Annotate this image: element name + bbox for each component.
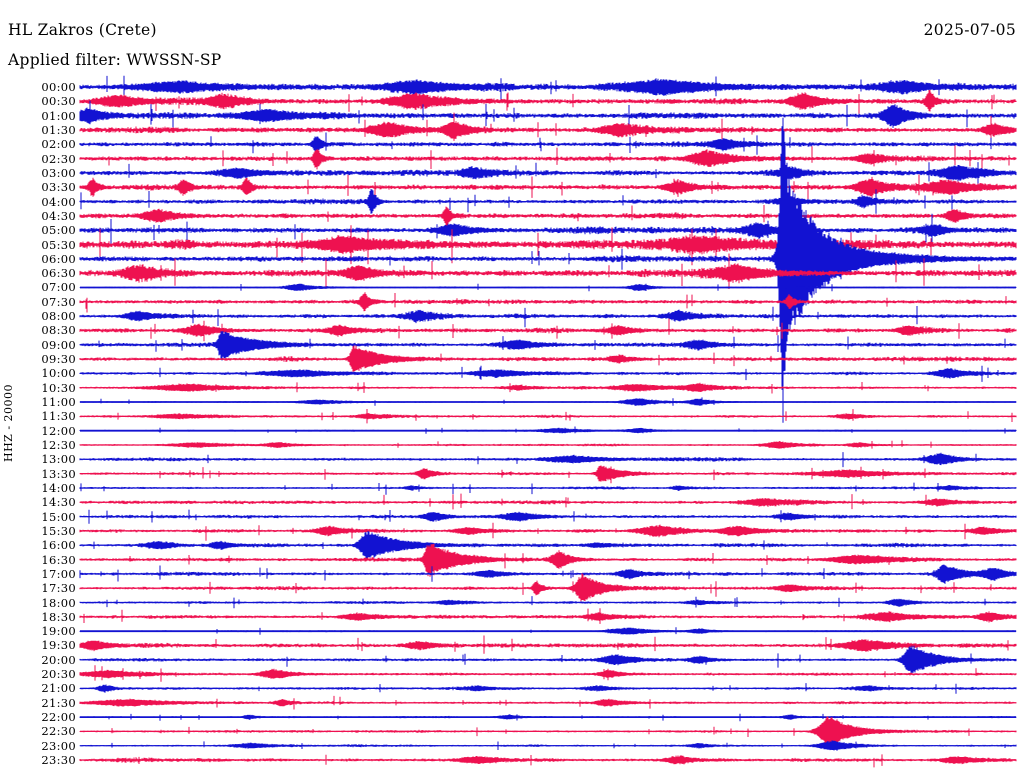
row-time-label: 08:30 xyxy=(41,323,76,337)
trace-row-1530 xyxy=(79,522,1017,541)
trace-row-1830 xyxy=(79,608,1017,624)
row-time-label: 23:30 xyxy=(41,753,76,767)
row-time-label: 19:30 xyxy=(41,638,76,652)
trace-row-0300 xyxy=(79,162,1017,185)
row-time-label: 17:00 xyxy=(41,567,76,581)
row-time-label: 14:00 xyxy=(41,481,76,495)
row-time-label: 02:30 xyxy=(41,152,76,166)
trace-row-1900 xyxy=(79,627,1017,635)
trace-row-1000 xyxy=(79,365,1017,382)
row-time-label: 06:30 xyxy=(41,266,76,280)
row-time-label: 02:00 xyxy=(41,137,76,151)
trace-row-0100 xyxy=(79,100,1017,129)
trace-row-2100 xyxy=(79,683,1017,694)
trace-row-2230 xyxy=(79,716,1017,747)
trace-row-2030 xyxy=(79,665,1017,682)
trace-row-2330 xyxy=(79,754,1017,768)
station-title: HL Zakros (Crete) xyxy=(8,21,157,39)
trace-row-0800 xyxy=(79,306,1017,328)
trace-row-1800 xyxy=(79,596,1017,609)
trace-row-1130 xyxy=(79,409,1017,424)
trace-row-0000 xyxy=(79,75,1017,102)
row-time-label: 18:00 xyxy=(41,596,76,610)
trace-row-0400 xyxy=(79,189,1017,214)
row-time-label: 09:30 xyxy=(41,352,76,366)
row-time-label: 09:00 xyxy=(41,338,76,352)
row-time-label: 13:30 xyxy=(41,467,76,481)
trace-row-0130 xyxy=(79,112,1017,141)
trace-row-0330 xyxy=(79,174,1017,205)
trace-row-1400 xyxy=(79,482,1017,495)
row-time-label: 23:00 xyxy=(41,739,76,753)
row-time-label: 16:30 xyxy=(41,553,76,567)
row-time-label: 10:00 xyxy=(41,366,76,380)
trace-row-1300 xyxy=(79,452,1017,468)
row-time-label: 07:00 xyxy=(41,280,76,294)
row-time-label: 03:30 xyxy=(41,180,76,194)
trace-row-1700 xyxy=(79,564,1017,584)
trace-row-2000 xyxy=(79,645,1017,675)
row-time-label: 00:00 xyxy=(41,80,76,94)
trace-row-0030 xyxy=(79,90,1017,114)
row-time-label: 04:30 xyxy=(41,209,76,223)
applied-filter-label: Applied filter: WWSSN-SP xyxy=(8,51,222,69)
row-time-label: 01:00 xyxy=(41,109,76,123)
trace-row-0430 xyxy=(79,205,1017,227)
row-time-label: 15:30 xyxy=(41,524,76,538)
trace-row-0600 xyxy=(79,117,1017,423)
trace-row-0730 xyxy=(79,292,1017,313)
trace-row-2130 xyxy=(79,695,1017,710)
trace-row-0630 xyxy=(79,253,1017,289)
row-time-label: 22:00 xyxy=(41,710,76,724)
row-time-label: 11:00 xyxy=(41,395,76,409)
row-time-label: 12:00 xyxy=(41,424,76,438)
row-time-label: 03:00 xyxy=(41,166,76,180)
trace-row-1430 xyxy=(79,493,1017,510)
trace-row-1600 xyxy=(79,531,1017,560)
date-label: 2025-07-05 xyxy=(923,21,1016,39)
trace-row-0830 xyxy=(79,318,1017,342)
trace-row-1230 xyxy=(79,440,1017,449)
trace-row-0700 xyxy=(79,283,1017,292)
trace-row-1630 xyxy=(79,543,1017,577)
row-time-label: 04:00 xyxy=(41,195,76,209)
row-time-label: 05:30 xyxy=(41,238,76,252)
trace-row-1500 xyxy=(79,509,1017,524)
trace-row-1100 xyxy=(79,397,1017,406)
row-time-label: 21:00 xyxy=(41,681,76,695)
row-time-label: 12:30 xyxy=(41,438,76,452)
row-time-label: 17:30 xyxy=(41,581,76,595)
row-time-label: 00:30 xyxy=(41,94,76,108)
row-time-label: 07:30 xyxy=(41,295,76,309)
row-time-label: 10:30 xyxy=(41,381,76,395)
trace-row-1730 xyxy=(79,573,1017,602)
trace-row-2300 xyxy=(79,740,1017,751)
trace-row-1030 xyxy=(79,382,1017,394)
row-time-label: 19:00 xyxy=(41,624,76,638)
row-time-label: 20:30 xyxy=(41,667,76,681)
row-time-label: 15:00 xyxy=(41,510,76,524)
row-time-label: 05:00 xyxy=(41,223,76,237)
row-time-label: 11:30 xyxy=(41,409,76,423)
row-time-label: 16:00 xyxy=(41,538,76,552)
row-time-label: 14:30 xyxy=(41,495,76,509)
trace-row-2200 xyxy=(79,713,1017,722)
trace-row-1200 xyxy=(79,426,1017,434)
trace-row-0930 xyxy=(79,345,1017,372)
trace-row-0900 xyxy=(79,331,1017,361)
trace-row-0200 xyxy=(79,132,1017,155)
trace-row-1330 xyxy=(79,465,1017,484)
row-time-label: 22:30 xyxy=(41,724,76,738)
row-time-label: 01:30 xyxy=(41,123,76,137)
row-time-label: 21:30 xyxy=(41,696,76,710)
row-time-label: 20:00 xyxy=(41,653,76,667)
row-time-label: 18:30 xyxy=(41,610,76,624)
row-time-label: 13:00 xyxy=(41,452,76,466)
trace-row-0230 xyxy=(79,145,1017,170)
trace-row-1930 xyxy=(79,635,1017,654)
row-time-label: 06:00 xyxy=(41,252,76,266)
row-time-label: 08:00 xyxy=(41,309,76,323)
